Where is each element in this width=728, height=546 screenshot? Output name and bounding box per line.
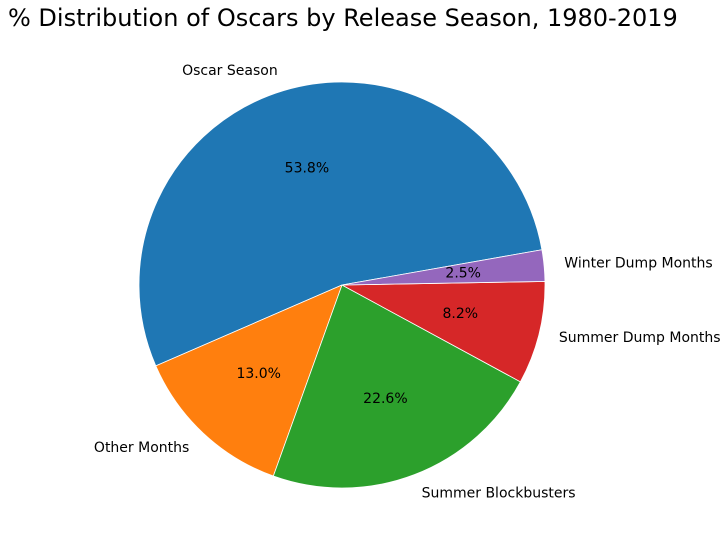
slice-label-summer-blockbusters: Summer Blockbusters (422, 486, 576, 502)
chart-title: % Distribution of Oscars by Release Seas… (8, 4, 678, 32)
pie-slice-summer-blockbusters (272, 284, 521, 489)
pct-label-summer-dump-months: 8.2% (443, 306, 479, 322)
pie-slice-other-months (155, 284, 343, 477)
pie-labels: Oscar Season 53.8% Other Months 13.0% Summer… (94, 63, 721, 501)
pie-slice-summer-dump-months (341, 281, 546, 383)
pie-slice-oscar-season (138, 81, 543, 367)
slice-label-other-months: Other Months (94, 440, 189, 456)
pie-slice-winter-dump-months (341, 249, 546, 286)
pct-label-oscar-season: 53.8% (285, 160, 329, 176)
pct-label-winter-dump-months: 2.5% (445, 265, 481, 281)
pct-label-summer-blockbusters: 22.6% (363, 391, 407, 407)
slice-label-summer-dump-months: Summer Dump Months (559, 330, 721, 346)
slice-label-winter-dump-months: Winter Dump Months (564, 256, 712, 272)
slice-label-oscar-season: Oscar Season (182, 63, 278, 79)
pie-slices (138, 81, 546, 489)
pct-label-other-months: 13.0% (236, 366, 280, 382)
